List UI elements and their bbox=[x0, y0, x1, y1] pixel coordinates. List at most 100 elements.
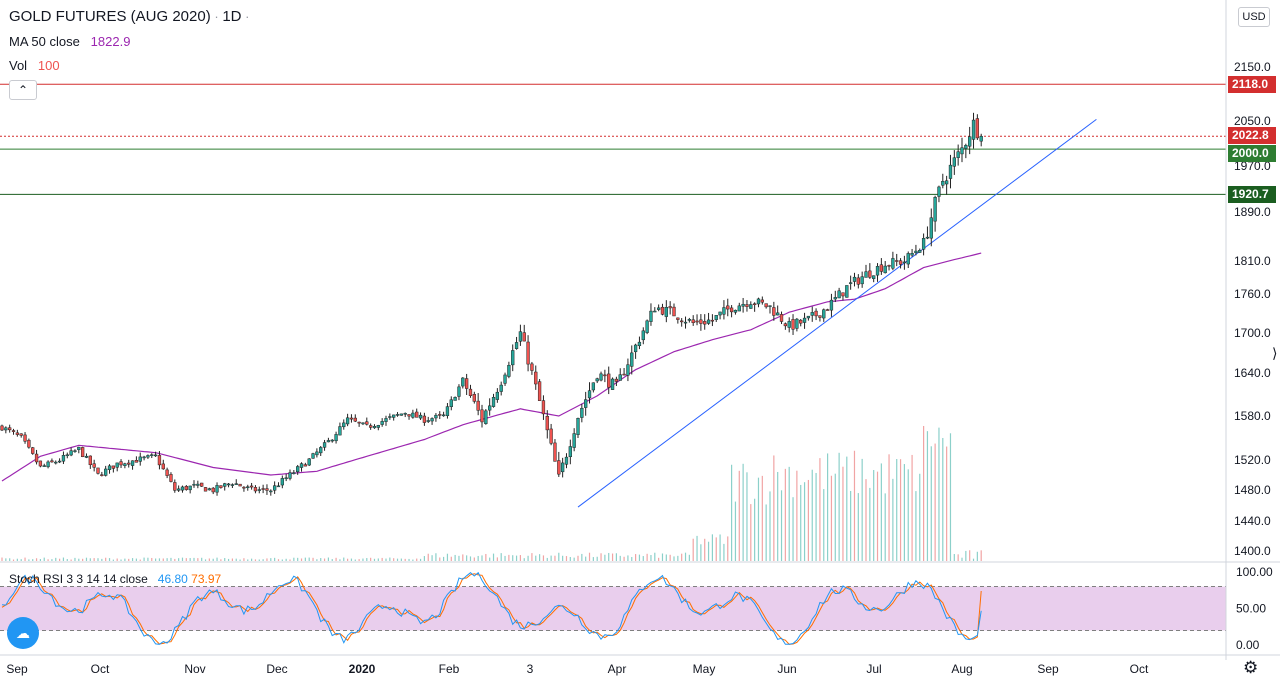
volume-bar bbox=[59, 558, 61, 561]
ma-legend[interactable]: MA 50 close 1822.9 bbox=[9, 34, 130, 49]
volume-bar bbox=[742, 463, 744, 561]
volume-bar bbox=[108, 558, 111, 561]
collapse-legend-button[interactable]: ⌃ bbox=[9, 80, 37, 100]
time-tick-label: Jul bbox=[866, 662, 881, 676]
volume-bar bbox=[89, 558, 91, 561]
candle-body bbox=[745, 304, 749, 307]
candle-body bbox=[883, 265, 887, 274]
volume-bar bbox=[151, 557, 153, 561]
gear-icon[interactable]: ⚙ bbox=[1243, 658, 1259, 677]
candle-body bbox=[38, 460, 43, 467]
candle-body bbox=[211, 487, 215, 493]
candle-body bbox=[929, 217, 933, 239]
volume-bar bbox=[120, 559, 122, 561]
volume-bar bbox=[604, 554, 606, 561]
volume-bar bbox=[980, 550, 982, 561]
candle-body bbox=[4, 427, 8, 431]
candle-body bbox=[760, 299, 764, 303]
volume-bar bbox=[650, 555, 652, 561]
candle-body bbox=[142, 456, 146, 459]
resize-handle-icon[interactable]: ⟩ bbox=[1272, 345, 1278, 361]
vol-legend[interactable]: Vol 100 bbox=[9, 58, 60, 73]
volume-bar bbox=[600, 553, 602, 561]
volume-bar bbox=[277, 559, 280, 561]
volume-bar bbox=[469, 556, 472, 561]
volume-bar bbox=[381, 557, 383, 561]
time-tick-label: Nov bbox=[184, 662, 205, 676]
candle-body bbox=[27, 439, 31, 448]
volume-bar bbox=[116, 558, 118, 561]
candle-body bbox=[73, 450, 77, 452]
level-2000-label[interactable]: 2000.0 bbox=[1228, 145, 1276, 162]
tradingview-logo-icon[interactable]: ☁ bbox=[7, 617, 39, 649]
volume-bar bbox=[297, 557, 299, 561]
candle-body bbox=[637, 341, 642, 347]
volume-bar bbox=[796, 470, 798, 561]
candle-body bbox=[111, 465, 116, 469]
candle-body bbox=[925, 236, 930, 239]
volume-bar bbox=[965, 550, 967, 561]
price-tick-label: 1640.0 bbox=[1234, 366, 1271, 380]
candle-body bbox=[238, 483, 242, 487]
level-1920-label[interactable]: 1920.7 bbox=[1228, 186, 1276, 203]
candle-body bbox=[776, 312, 780, 316]
volume-bar bbox=[500, 553, 502, 561]
volume-bar bbox=[865, 479, 867, 561]
volume-bar bbox=[227, 558, 230, 561]
volume-bar bbox=[396, 558, 399, 561]
candle-body bbox=[418, 414, 423, 419]
candle-body bbox=[392, 414, 396, 418]
currency-button[interactable]: USD bbox=[1238, 7, 1270, 27]
level-2118-label[interactable]: 2118.0 bbox=[1228, 76, 1276, 93]
volume-bar bbox=[412, 559, 414, 561]
candle-body bbox=[660, 306, 665, 315]
candle-body bbox=[914, 250, 918, 254]
candle-body bbox=[610, 378, 615, 390]
vol-value: 100 bbox=[37, 58, 60, 73]
candle-body bbox=[764, 303, 768, 308]
volume-bar bbox=[969, 550, 971, 561]
candle-body bbox=[484, 410, 488, 424]
candle-body bbox=[768, 305, 772, 307]
candle-body bbox=[219, 485, 223, 488]
volume-bar bbox=[101, 558, 103, 561]
candle-body bbox=[872, 275, 876, 279]
volume-bar bbox=[254, 559, 257, 561]
candle-body bbox=[0, 425, 4, 431]
candle-body bbox=[722, 307, 726, 315]
volume-bar bbox=[942, 437, 944, 561]
volume-bar bbox=[592, 557, 594, 561]
candle-body bbox=[799, 319, 803, 324]
symbol-legend: GOLD FUTURES (AUG 2020) · 1D · bbox=[9, 8, 249, 25]
candle-body bbox=[944, 180, 949, 185]
candle-body bbox=[511, 350, 515, 366]
volume-bar bbox=[815, 472, 817, 561]
volume-bars bbox=[1, 425, 982, 561]
candle-body bbox=[622, 373, 626, 376]
last-price-label: 2022.8 bbox=[1228, 127, 1276, 144]
candle-body bbox=[46, 461, 50, 468]
trend-line[interactable] bbox=[577, 118, 1097, 508]
volume-bar bbox=[892, 478, 894, 561]
volume-bar bbox=[9, 558, 11, 561]
time-tick-label: Dec bbox=[266, 662, 287, 676]
candle-body bbox=[223, 483, 227, 487]
candle-body bbox=[672, 306, 676, 317]
volume-bar bbox=[930, 446, 932, 561]
candle-body bbox=[107, 465, 112, 470]
stoch-legend[interactable]: Stoch RSI 3 3 14 14 close 46.80 73.97 bbox=[9, 572, 221, 586]
volume-bar bbox=[923, 425, 925, 561]
horizontal-levels[interactable] bbox=[0, 83, 1226, 195]
volume-bar bbox=[565, 556, 568, 561]
trend-line[interactable] bbox=[577, 118, 1097, 508]
volume-bar bbox=[715, 537, 717, 561]
candle-body bbox=[714, 315, 718, 320]
volume-bar bbox=[427, 553, 429, 561]
candle-body bbox=[338, 426, 342, 436]
interval-label[interactable]: 1D bbox=[222, 8, 242, 25]
volume-bar bbox=[270, 558, 272, 561]
volume-bar bbox=[174, 558, 176, 561]
candle-body bbox=[603, 374, 607, 377]
symbol-title: GOLD FUTURES (AUG 2020) bbox=[9, 8, 211, 25]
